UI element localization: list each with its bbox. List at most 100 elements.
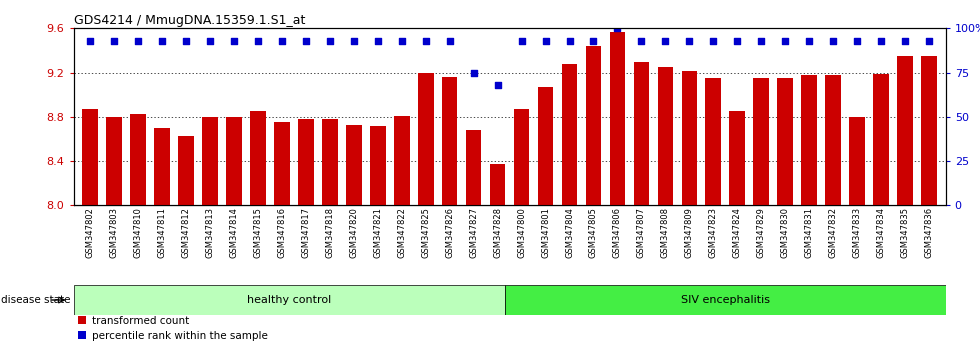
Text: GSM347829: GSM347829	[757, 207, 765, 258]
Bar	[178, 136, 194, 205]
Text: GSM347816: GSM347816	[277, 207, 286, 258]
Bar	[346, 125, 362, 205]
Bar	[562, 64, 577, 205]
Point	[370, 38, 386, 44]
Bar	[155, 128, 170, 205]
Text: GSM347812: GSM347812	[181, 207, 191, 258]
Point	[202, 38, 218, 44]
Text: GSM347814: GSM347814	[229, 207, 238, 258]
Bar	[107, 117, 122, 205]
Bar	[706, 78, 721, 205]
Text: GSM347800: GSM347800	[517, 207, 526, 258]
Point	[346, 38, 362, 44]
Bar	[202, 117, 218, 205]
Bar	[466, 130, 481, 205]
Point	[250, 38, 266, 44]
Bar	[417, 73, 433, 205]
Point	[873, 38, 889, 44]
Text: GSM347820: GSM347820	[349, 207, 359, 258]
Text: GSM347836: GSM347836	[924, 207, 933, 258]
Bar	[802, 75, 817, 205]
Bar	[82, 109, 98, 205]
Text: GSM347813: GSM347813	[206, 207, 215, 258]
Bar	[634, 62, 649, 205]
Point	[825, 38, 841, 44]
Bar	[921, 56, 937, 205]
Point	[681, 38, 697, 44]
Bar	[610, 32, 625, 205]
Text: GSM347804: GSM347804	[565, 207, 574, 258]
Point	[490, 82, 506, 88]
Point	[729, 38, 745, 44]
Text: GSM347807: GSM347807	[637, 207, 646, 258]
Bar	[514, 109, 529, 205]
Text: GSM347803: GSM347803	[110, 207, 119, 258]
Point	[514, 38, 529, 44]
Point	[777, 38, 793, 44]
Bar	[658, 67, 673, 205]
Text: GSM347824: GSM347824	[733, 207, 742, 258]
Text: disease state: disease state	[1, 295, 71, 305]
Text: GSM347806: GSM347806	[612, 207, 622, 258]
Bar	[754, 78, 769, 205]
Text: GSM347801: GSM347801	[541, 207, 550, 258]
Text: GSM347822: GSM347822	[397, 207, 407, 258]
Text: GSM347831: GSM347831	[805, 207, 813, 258]
Bar	[850, 117, 864, 205]
Legend: transformed count, percentile rank within the sample: transformed count, percentile rank withi…	[74, 312, 271, 345]
Text: GSM347825: GSM347825	[421, 207, 430, 258]
Bar	[729, 111, 745, 205]
Bar	[226, 117, 242, 205]
Bar	[442, 77, 458, 205]
Bar	[370, 126, 385, 205]
Bar	[825, 75, 841, 205]
Bar	[897, 56, 912, 205]
Bar	[586, 46, 602, 205]
Bar	[274, 122, 290, 205]
Point	[178, 38, 194, 44]
Bar	[394, 116, 410, 205]
Text: GSM347832: GSM347832	[828, 207, 838, 258]
Text: GSM347809: GSM347809	[685, 207, 694, 258]
Bar	[490, 164, 506, 205]
Text: GSM347802: GSM347802	[86, 207, 95, 258]
Text: GSM347823: GSM347823	[709, 207, 717, 258]
Point	[921, 38, 937, 44]
Bar	[74, 285, 505, 315]
Point	[897, 38, 912, 44]
Point	[538, 38, 554, 44]
Text: GSM347810: GSM347810	[133, 207, 143, 258]
Point	[82, 38, 98, 44]
Point	[298, 38, 314, 44]
Text: GSM347818: GSM347818	[325, 207, 334, 258]
Point	[610, 25, 625, 31]
Bar	[873, 74, 889, 205]
Text: healthy control: healthy control	[247, 295, 331, 305]
Point	[586, 38, 602, 44]
Bar	[505, 285, 946, 315]
Point	[274, 38, 290, 44]
Point	[442, 38, 458, 44]
Point	[802, 38, 817, 44]
Point	[394, 38, 410, 44]
Point	[322, 38, 338, 44]
Text: GSM347834: GSM347834	[876, 207, 886, 258]
Point	[562, 38, 577, 44]
Text: GSM347835: GSM347835	[901, 207, 909, 258]
Text: GSM347811: GSM347811	[158, 207, 167, 258]
Point	[706, 38, 721, 44]
Point	[658, 38, 673, 44]
Text: GSM347830: GSM347830	[781, 207, 790, 258]
Bar	[322, 119, 338, 205]
Bar	[298, 119, 314, 205]
Point	[154, 38, 170, 44]
Text: GDS4214 / MmugDNA.15359.1.S1_at: GDS4214 / MmugDNA.15359.1.S1_at	[74, 14, 305, 27]
Point	[417, 38, 433, 44]
Text: GSM347827: GSM347827	[469, 207, 478, 258]
Point	[754, 38, 769, 44]
Text: GSM347833: GSM347833	[853, 207, 861, 258]
Bar	[681, 72, 697, 205]
Text: GSM347815: GSM347815	[254, 207, 263, 258]
Text: GSM347817: GSM347817	[302, 207, 311, 258]
Text: GSM347828: GSM347828	[493, 207, 502, 258]
